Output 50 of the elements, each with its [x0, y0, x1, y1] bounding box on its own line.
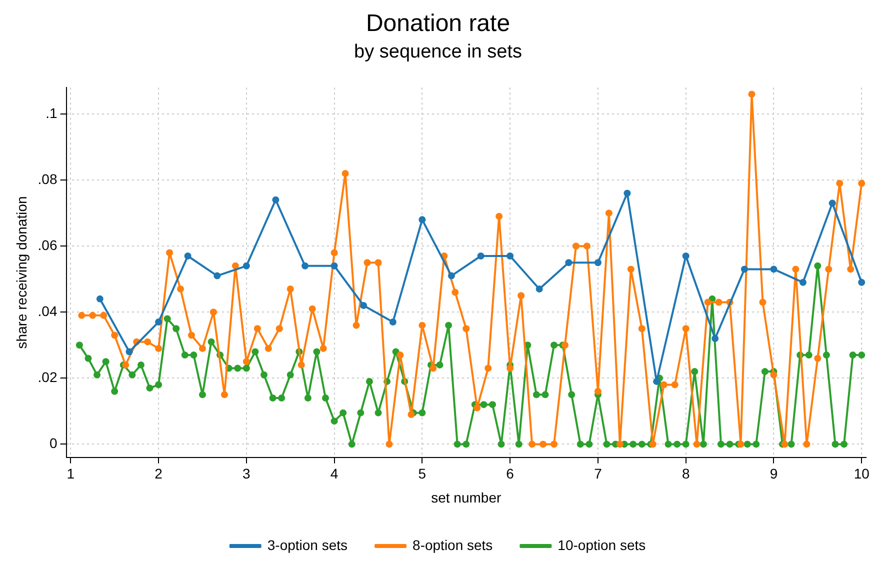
y-tick-label: .02 — [38, 369, 58, 386]
x-tick-label: 2 — [154, 466, 163, 482]
y-tick-label: .1 — [46, 104, 58, 121]
point — [96, 295, 104, 302]
legend-label: 3-option sets — [267, 536, 348, 553]
point — [536, 286, 543, 293]
x-tick-label: 4 — [330, 466, 338, 482]
point — [272, 196, 280, 204]
point — [330, 262, 338, 270]
y-tick-label: .08 — [38, 170, 58, 187]
point — [565, 259, 572, 266]
point — [828, 200, 836, 207]
legend-label: 8-option sets — [412, 536, 493, 553]
point — [155, 318, 162, 326]
x-tick-label: 1 — [66, 466, 75, 482]
x-tick-label: 5 — [418, 466, 426, 482]
x-tick-label: 8 — [682, 466, 690, 482]
y-tick-label: .06 — [38, 236, 58, 253]
point — [740, 266, 748, 273]
point — [448, 272, 455, 280]
point — [184, 252, 192, 260]
x-tick-label: 10 — [854, 466, 870, 482]
point — [682, 252, 690, 260]
y-axis-title: share receiving donation — [13, 196, 30, 349]
point — [418, 216, 426, 224]
point — [858, 278, 866, 286]
point — [594, 259, 602, 266]
chart-title: Donation rate — [366, 10, 510, 38]
point — [712, 335, 719, 342]
y-tick-label: 0 — [49, 435, 58, 452]
point — [624, 190, 631, 197]
point — [799, 278, 806, 286]
point — [477, 252, 484, 260]
point — [214, 272, 221, 280]
point — [770, 266, 778, 273]
x-tick-label: 9 — [770, 466, 778, 482]
point — [653, 378, 660, 385]
legend-label: 10-option sets — [558, 536, 646, 553]
chart-subtitle: by sequence in sets — [354, 41, 522, 62]
x-axis-title: set number — [431, 489, 502, 506]
point — [360, 302, 368, 310]
point — [126, 348, 133, 356]
x-tick-label: 3 — [242, 466, 251, 482]
x-tick-label: 7 — [594, 466, 602, 482]
y-tick-label: .04 — [38, 302, 58, 319]
point — [242, 262, 250, 270]
point — [389, 318, 396, 326]
point — [302, 262, 309, 270]
point — [506, 252, 514, 260]
x-tick-label: 6 — [506, 466, 514, 482]
